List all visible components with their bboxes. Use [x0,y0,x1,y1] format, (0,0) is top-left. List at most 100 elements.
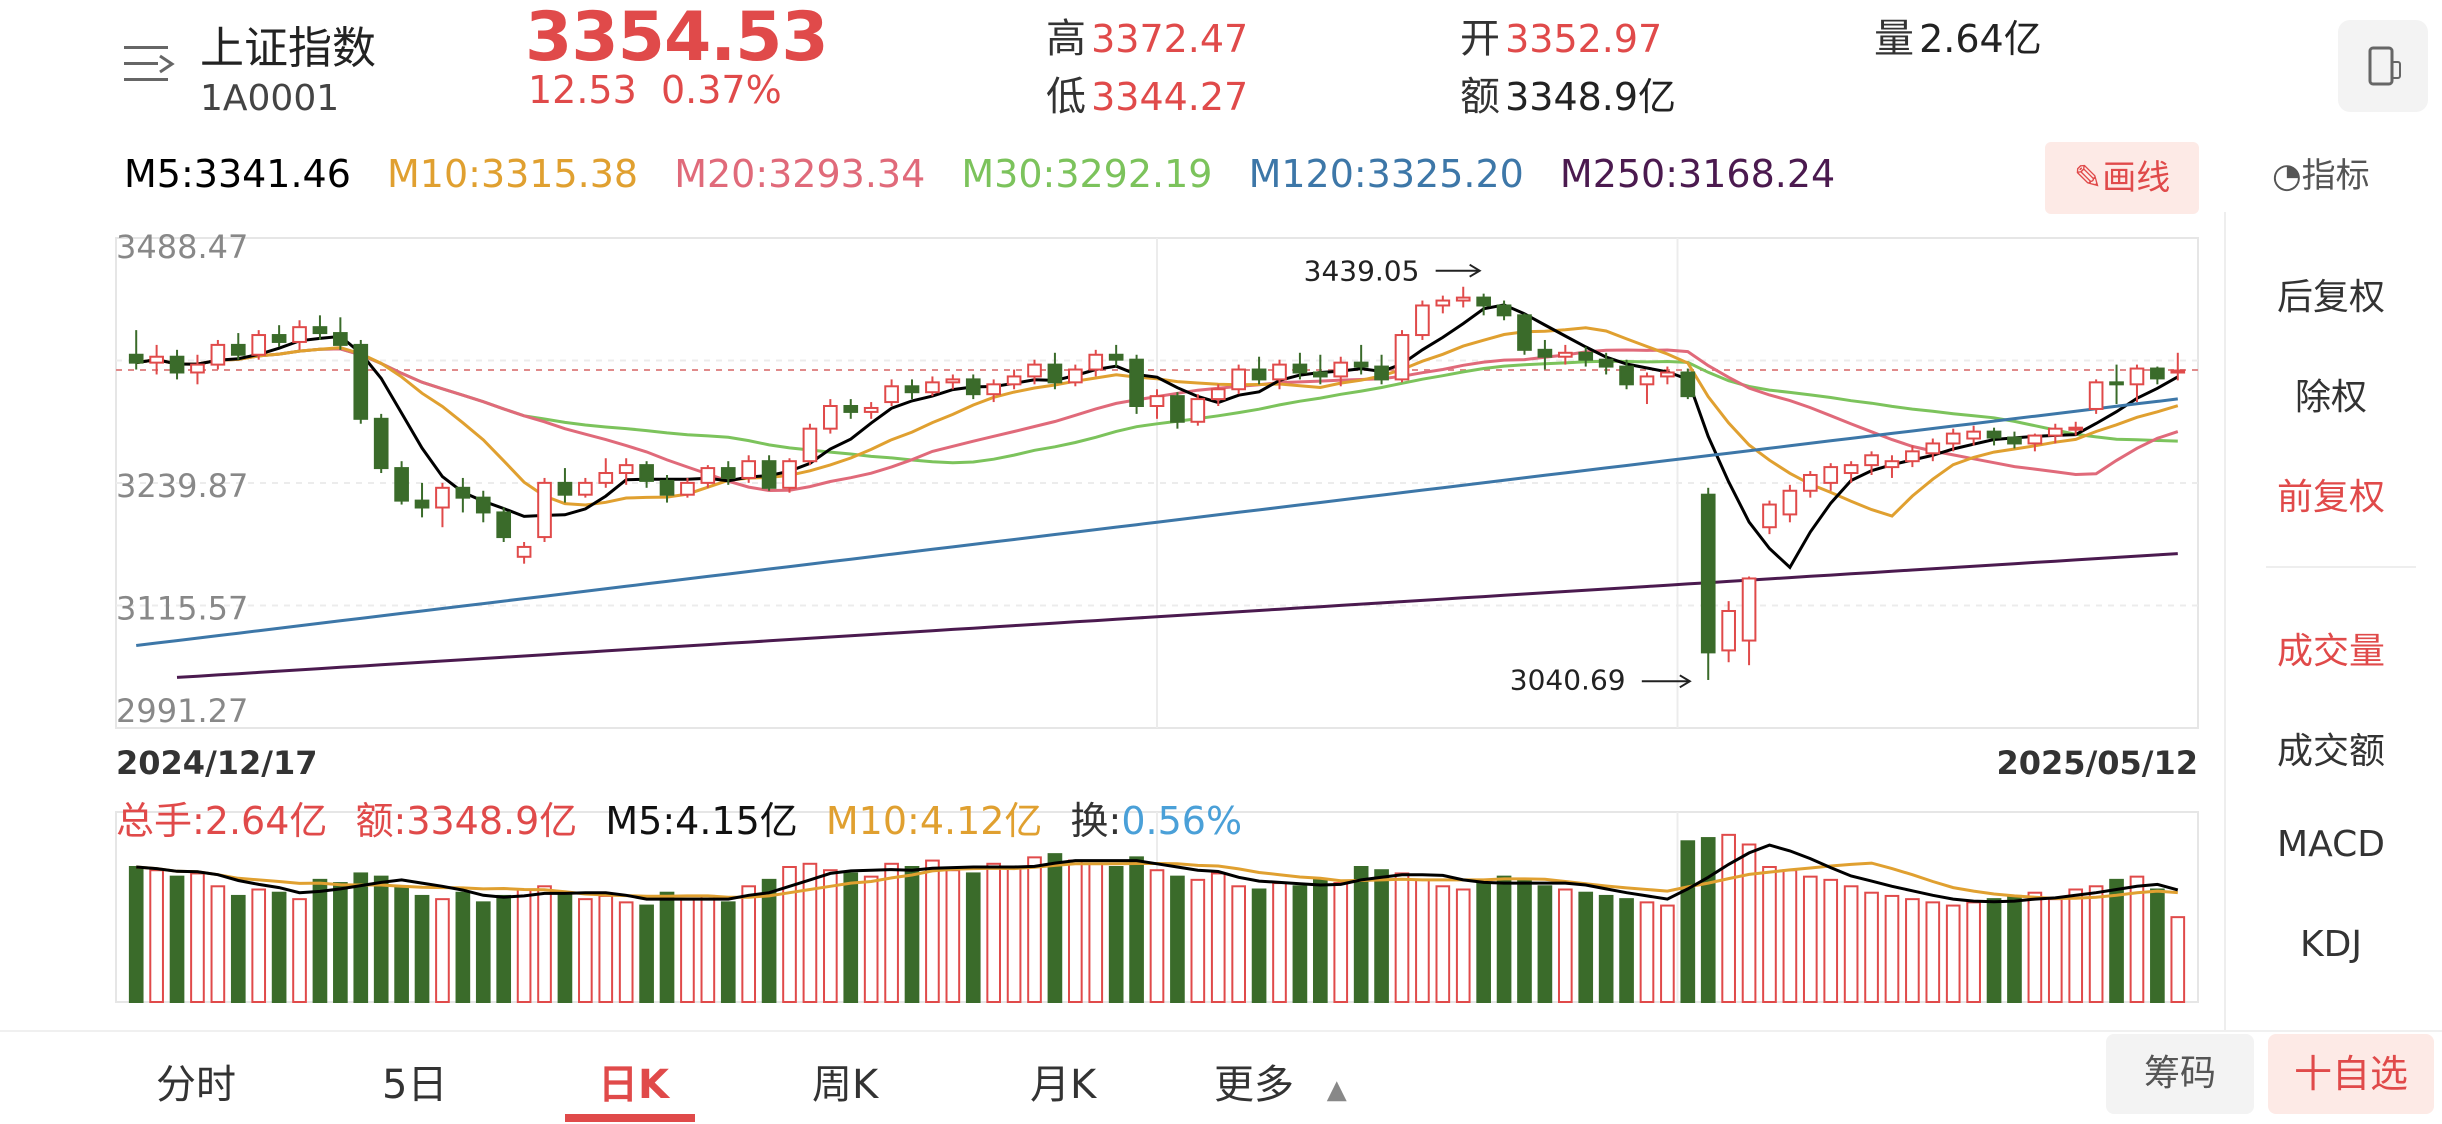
volume-bar [1068,859,1083,1003]
candle-body [1496,304,1512,317]
candle [2170,352,2186,381]
side-item-ex-rights[interactable]: 除权 [2294,377,2367,418]
tab-monthly-k[interactable]: 月K [1030,1062,1097,1108]
candle [455,477,471,513]
side-item-pre-adjust[interactable]: 前复权 [2276,477,2385,518]
volume-bar [782,866,797,1003]
menu-icon[interactable] [122,42,178,86]
candle [496,507,512,543]
volume-bar [1762,866,1777,1003]
volume-bar [863,875,879,1004]
side-item-amount[interactable]: 成交额 [2276,731,2385,772]
volume-bar [741,885,757,1003]
candle [1517,313,1532,355]
candle [884,379,899,407]
chart-annotations: 3439.05 3040.69 [1304,255,1692,696]
candle [2150,366,2165,385]
side-item-macd[interactable]: MACD [2277,824,2385,865]
candle [1272,359,1287,390]
candle [312,315,328,340]
volume-bar [945,869,961,1004]
candle-body [802,427,818,463]
volume-ma5-line [136,843,2179,904]
draw-line-button[interactable]: ✎画线 [2045,142,2199,214]
candle-body [1945,432,1961,445]
candle-body [292,326,307,343]
candle-body [2150,367,2165,380]
low-quote: 低 3344.27 [1046,64,1248,122]
volume-bar [1374,869,1389,1004]
volume-bar [1108,866,1124,1003]
high-value: 3372.47 [1091,17,1249,61]
candle-body [516,545,532,558]
add-watchlist-button[interactable]: 十自选 [2268,1034,2434,1114]
price-change: 12.53 0.37% [528,68,782,112]
candle-body [2047,427,2063,437]
ma10-label: M10:3315.38 [387,152,639,196]
volume-bar [1129,856,1144,1003]
volume-bar [986,862,1002,1003]
volume-bar [1843,885,1859,1003]
volume-bar [1557,888,1573,1003]
candle [475,490,491,523]
volume-bar [884,862,899,1003]
kline-chart[interactable]: 3488.47 3239.87 3115.57 2991.27 2024/12/17 20… [0,0,2442,1030]
candle [680,477,695,498]
change-value: 12.53 [528,68,637,112]
volume-bar [1680,840,1696,1003]
amount-quote: 额 3348.9亿 [1460,64,1676,122]
candle-body [435,486,450,509]
candle-body [373,417,389,470]
volume-bar [292,898,307,1004]
tab-more[interactable]: 更多 ▲ [1214,1052,1347,1110]
rotate-screen-button[interactable] [2338,20,2428,112]
candle [1741,576,1757,666]
candle [1966,425,1981,446]
candle [904,379,920,400]
tab-intraday[interactable]: 分时 [156,1062,236,1108]
candle [1435,295,1451,314]
indicator-button[interactable]: ◔指标 [2272,148,2370,197]
candle-body [618,464,634,475]
candle-body [761,460,777,489]
candle-body [190,363,205,374]
volume-bar [2068,888,2084,1003]
candle-body [1660,371,1675,378]
candle [1210,384,1226,407]
candle [537,477,552,543]
candle-body [904,385,920,394]
candle-body [986,383,1002,396]
candle-body [925,381,940,394]
candle-body [1129,358,1144,408]
candle [1660,366,1675,385]
candle-body [680,481,695,496]
tab-5day[interactable]: 5日 [382,1062,448,1108]
tab-weekly-k[interactable]: 周K [812,1062,879,1108]
candle-body [1925,442,1941,455]
candle [2088,379,2104,414]
volume-bar [2109,878,2124,1003]
side-item-volume[interactable]: 成交量 [2276,631,2385,672]
volume-bar [1251,888,1267,1003]
candle [1905,445,1920,468]
chip-distribution-button[interactable]: 筹码 [2106,1034,2254,1114]
candle-body [2109,381,2124,386]
candle-body [1251,368,1267,381]
tab-daily-k[interactable]: 日K [598,1062,669,1108]
side-item-kdj[interactable]: KDJ [2300,924,2362,965]
volume-bar [1088,862,1104,1003]
candle [741,455,757,483]
volume-bar [1292,885,1308,1003]
side-item-post-adjust[interactable]: 后复权 [2276,277,2385,318]
candle-body [578,481,593,496]
candle [1088,349,1104,377]
candle-body [1455,296,1471,302]
candle [1108,344,1124,367]
candle [333,317,348,350]
ma250-label: M250:3168.24 [1559,152,1836,196]
volume-bar [1435,885,1451,1003]
candle-body [537,481,552,539]
candle [1823,463,1839,491]
candle [435,482,450,528]
candle-body [1619,365,1634,386]
